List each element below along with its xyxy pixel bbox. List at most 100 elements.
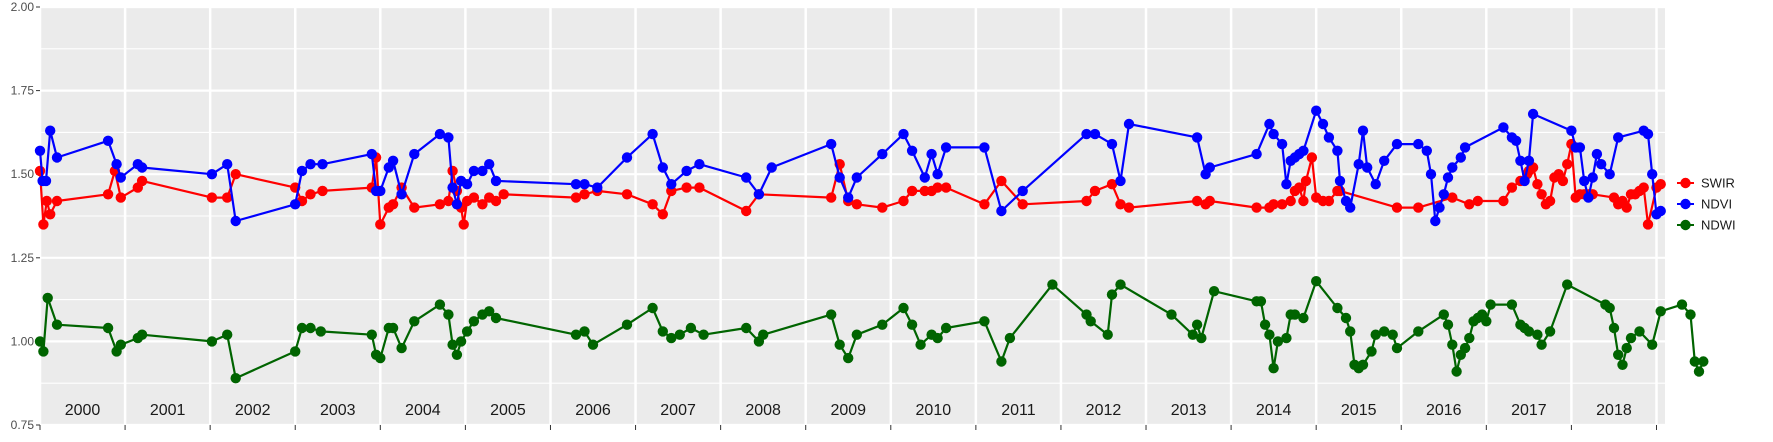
data-point-ndwi <box>940 322 952 334</box>
data-point-swir <box>1544 195 1556 207</box>
data-point-ndwi <box>1625 332 1637 344</box>
data-point-ndvi <box>1191 132 1203 143</box>
data-point-ndwi <box>1196 332 1207 344</box>
data-point-ndwi <box>468 316 480 327</box>
data-point-ndwi <box>305 322 316 334</box>
data-point-ndwi <box>1693 366 1705 377</box>
data-point-ndvi <box>206 169 218 180</box>
data-point-ndwi <box>366 329 377 340</box>
year-label: 2003 <box>320 402 356 419</box>
data-point-ndvi <box>1527 108 1539 120</box>
data-point-ndwi <box>898 302 909 314</box>
legend-item-swir: SWIR <box>1677 176 1735 191</box>
data-point-ndvi <box>766 162 777 173</box>
data-point-swir <box>996 175 1007 187</box>
data-point-ndwi <box>409 316 420 327</box>
data-point-swir <box>41 195 52 207</box>
data-point-ndvi <box>1264 118 1275 130</box>
data-point-ndvi <box>621 152 633 163</box>
data-point-ndvi <box>741 172 752 183</box>
data-point-ndvi <box>305 159 316 170</box>
data-point-ndvi <box>1115 175 1126 187</box>
data-point-swir <box>1191 195 1203 207</box>
data-point-ndwi <box>698 329 709 340</box>
data-point-ndvi <box>898 128 909 140</box>
data-point-ndvi <box>570 179 582 190</box>
data-point-ndvi <box>1106 138 1118 150</box>
data-point-ndvi <box>490 175 502 187</box>
data-point-ndvi <box>396 189 407 200</box>
data-point-ndvi <box>477 165 488 177</box>
data-point-ndvi <box>451 199 463 210</box>
data-point-ndvi <box>1438 189 1450 200</box>
data-point-ndwi <box>102 322 114 334</box>
data-point-swir <box>498 189 509 200</box>
y-tick-label: 1.50 <box>11 167 35 181</box>
data-point-swir <box>45 209 56 220</box>
data-point-ndwi <box>1345 326 1356 337</box>
data-point-ndvi <box>1323 132 1335 143</box>
data-point-ndwi <box>685 322 697 334</box>
data-point-ndvi <box>1604 169 1615 180</box>
data-point-swir <box>477 199 488 210</box>
data-point-swir <box>1532 179 1543 190</box>
data-point-swir <box>1123 202 1135 213</box>
data-point-ndwi <box>451 349 463 360</box>
data-point-ndvi <box>919 172 930 183</box>
data-point-swir <box>681 182 692 193</box>
data-point-swir <box>1557 175 1569 187</box>
year-label: 2018 <box>1596 402 1632 419</box>
data-point-ndvi <box>877 148 888 160</box>
data-point-swir <box>1276 199 1288 210</box>
data-point-ndwi <box>1102 329 1113 340</box>
data-point-ndwi <box>758 329 769 340</box>
data-point-ndwi <box>1523 326 1535 337</box>
data-point-ndvi <box>979 142 990 153</box>
data-point-ndwi <box>136 329 148 340</box>
data-point-ndvi <box>851 172 862 183</box>
data-point-ndwi <box>230 373 241 384</box>
data-point-swir <box>940 182 952 193</box>
data-point-swir <box>694 182 705 193</box>
data-point-ndwi <box>1447 339 1458 350</box>
data-point-ndvi <box>1251 148 1262 160</box>
data-point-ndvi <box>1298 145 1309 156</box>
data-point-ndwi <box>674 329 685 340</box>
data-point-ndvi <box>1268 128 1279 140</box>
year-label: 2001 <box>150 402 186 419</box>
data-point-ndwi <box>1255 296 1267 307</box>
data-point-ndwi <box>1187 329 1199 340</box>
data-point-ndvi <box>1447 162 1458 173</box>
gridlines <box>38 5 1665 427</box>
data-point-ndwi <box>1485 299 1496 310</box>
data-point-swir <box>1642 219 1654 230</box>
data-point-ndvi <box>111 159 122 170</box>
data-point-ndvi <box>102 135 114 146</box>
data-point-ndwi <box>1621 342 1632 354</box>
data-point-ndwi <box>206 336 218 347</box>
data-point-swir <box>1391 202 1403 213</box>
data-point-ndvi <box>1081 128 1092 140</box>
data-point-ndvi <box>1089 128 1101 140</box>
data-point-ndvi <box>1430 215 1441 227</box>
series-ndwi <box>34 276 1709 384</box>
data-point-ndwi <box>979 316 990 327</box>
data-point-ndvi <box>592 182 603 193</box>
data-point-ndwi <box>222 329 233 340</box>
data-point-ndvi <box>447 182 458 193</box>
year-label: 2010 <box>916 402 952 419</box>
data-point-ndwi <box>1268 363 1279 374</box>
data-point-swir <box>1447 192 1458 203</box>
legend-item-ndwi: NDWI <box>1677 218 1736 233</box>
data-point-ndwi <box>647 302 658 314</box>
data-point-ndvi <box>1566 125 1577 136</box>
data-point-ndvi <box>1379 155 1390 166</box>
data-point-ndwi <box>296 322 308 334</box>
data-point-ndvi <box>461 179 473 190</box>
data-point-ndwi <box>932 332 943 344</box>
data-point-ndvi <box>290 199 301 210</box>
data-point-ndwi <box>826 309 837 320</box>
data-point-swir <box>851 199 862 210</box>
data-point-swir <box>647 199 658 210</box>
data-point-swir <box>826 192 837 203</box>
